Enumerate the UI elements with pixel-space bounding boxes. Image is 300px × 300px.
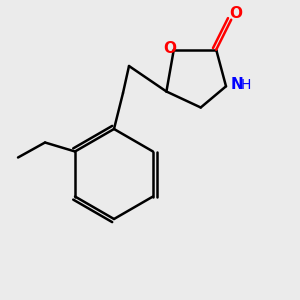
Text: N: N [230, 77, 243, 92]
Text: O: O [163, 41, 176, 56]
Text: H: H [240, 78, 251, 92]
Text: O: O [229, 6, 242, 21]
